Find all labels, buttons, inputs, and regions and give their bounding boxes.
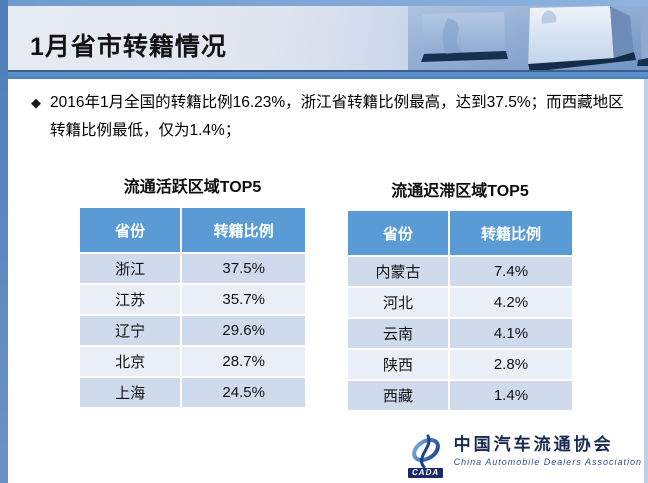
cubes-decoration-image [408, 6, 648, 70]
cada-swirl-icon [411, 434, 440, 468]
table-row: 西藏 1.4% [348, 379, 572, 410]
bullet-text: 2016年1月全国的转籍比例16.23%，浙江省转籍比例最高，达到37.5%；而… [50, 94, 624, 139]
cada-logo: CADA 中国汽车流通协会 China Automobile Dealers A… [406, 434, 642, 478]
province-cell: 内蒙古 [348, 257, 450, 286]
province-cell: 浙江 [80, 254, 183, 283]
province-cell: 上海 [80, 378, 183, 407]
ratio-cell: 29.6% [222, 322, 265, 339]
ratio-cell: 7.4% [493, 263, 529, 280]
table-row: 陕西 2.8% [348, 348, 572, 379]
column-header-ratio: 转籍比例 [480, 225, 541, 243]
cada-acronym: CADA [408, 468, 444, 478]
page-title: 1月省市转籍情况 [30, 33, 227, 61]
ratio-cell: 28.7% [222, 353, 265, 370]
ratio-cell: 4.1% [493, 325, 529, 342]
table-row: 江苏 35.7% [80, 283, 305, 314]
left-border-stripe [0, 0, 8, 483]
sluggish-regions-table: 省份 转籍比例 内蒙古 7.4% 河北 4.2% 云南 4.1% 陕西 2.8%… [348, 211, 572, 410]
active-regions-table: 省份 转籍比例 浙江 37.5% 江苏 35.7% 辽宁 29.6% 北京 28… [80, 208, 305, 407]
right-border-stripe [644, 79, 648, 483]
bullet-paragraph: ◆ 2016年1月全国的转籍比例16.23%，浙江省转籍比例最高，达到37.5%… [31, 89, 625, 145]
province-cell: 河北 [348, 288, 450, 317]
table-row: 辽宁 29.6% [80, 314, 305, 345]
table-row: 北京 28.7% [80, 345, 305, 376]
table-header-row: 省份 转籍比例 [80, 208, 305, 252]
province-cell: 辽宁 [80, 316, 183, 345]
province-cell: 西藏 [348, 381, 450, 410]
table-row: 上海 24.5% [80, 376, 305, 407]
diamond-bullet-icon: ◆ [31, 95, 41, 110]
slide-header: 1月省市转籍情况 [8, 6, 648, 72]
table-row: 内蒙古 7.4% [348, 255, 572, 286]
association-name-en: China Automobile Dealers Association [453, 457, 642, 467]
cada-emblem: CADA [406, 434, 446, 478]
province-cell: 云南 [348, 319, 450, 348]
association-name-cn: 中国汽车流通协会 [453, 435, 614, 455]
top-border-bar [0, 0, 648, 6]
ratio-cell: 24.5% [222, 384, 265, 401]
table-row: 云南 4.1% [348, 317, 572, 348]
ratio-cell: 4.2% [493, 294, 529, 311]
column-header-province: 省份 [348, 211, 450, 255]
table-header-row: 省份 转籍比例 [348, 211, 572, 255]
column-header-ratio: 转籍比例 [213, 222, 274, 240]
table-row: 浙江 37.5% [80, 252, 305, 283]
ratio-cell: 37.5% [222, 260, 265, 277]
sluggish-table-title: 流通迟滞区域TOP5 [391, 183, 529, 200]
table-row: 河北 4.2% [348, 286, 572, 317]
column-header-province: 省份 [80, 208, 183, 252]
ratio-cell: 35.7% [222, 291, 265, 308]
header-divider-bar [8, 72, 648, 79]
ratio-cell: 2.8% [493, 356, 529, 373]
logo-text: 中国汽车流通协会 China Automobile Dealers Associ… [454, 434, 642, 469]
active-table-title: 流通活跃区域TOP5 [123, 179, 262, 196]
province-cell: 北京 [80, 347, 183, 376]
province-cell: 江苏 [80, 285, 183, 314]
province-cell: 陕西 [348, 350, 450, 379]
ratio-cell: 1.4% [493, 387, 529, 404]
